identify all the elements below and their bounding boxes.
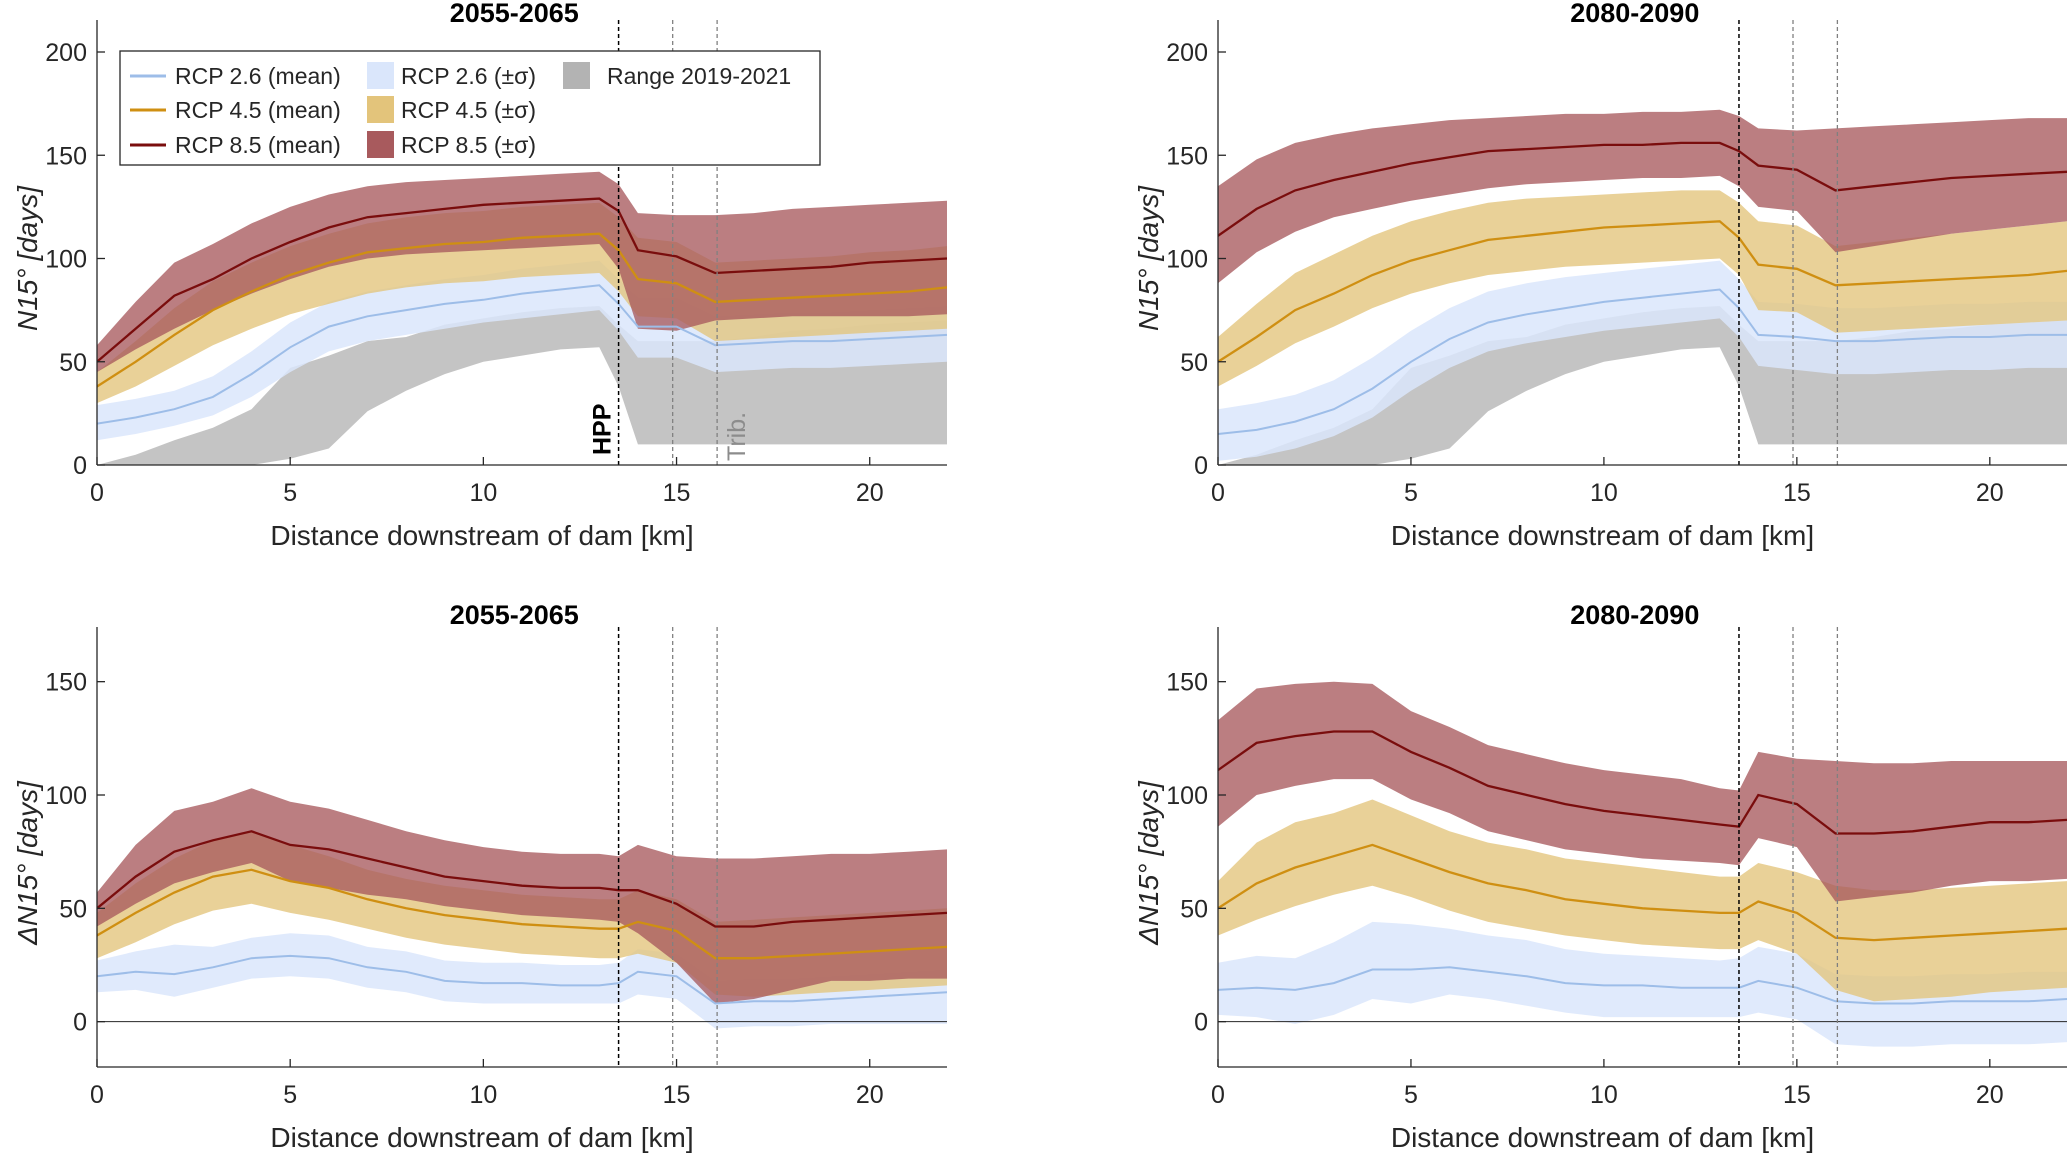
legend-rcp45-sd-swatch [367, 96, 394, 123]
x-tick-label: 15 [1783, 479, 1811, 507]
legend-range-label: Range 2019-2021 [607, 63, 791, 89]
legend-rcp26-mean-label: RCP 2.6 (mean) [175, 63, 341, 89]
x-tick-label: 15 [1783, 1081, 1811, 1109]
rcp85-sd-band [97, 171, 947, 373]
x-tick-label: 0 [90, 1081, 104, 1109]
x-tick-label: 20 [856, 479, 884, 507]
x-tick-label: 10 [469, 1081, 497, 1109]
y-tick-label: 0 [73, 1009, 87, 1037]
rcp26-mean-line [1218, 288, 2067, 435]
y-tick-label: 150 [1166, 142, 1208, 170]
rcp85-sd-band [1218, 681, 2067, 902]
hpp-annotation: HPP [589, 404, 617, 455]
rcp45-mean-line [1218, 220, 2067, 363]
chart-panel-4: 0 5 10 15 20 0 50 100 150 Distance downstream of … [1133, 600, 2067, 1153]
y-tick-label: 150 [45, 669, 87, 697]
rcp85-sd-band [97, 788, 947, 1004]
rcp26-sd-band [1218, 921, 2067, 1047]
rcp85-mean-line [1218, 141, 2067, 237]
x-tick-label: 0 [90, 479, 104, 507]
y-tick-label: 100 [1166, 782, 1208, 810]
y-tick-label: 100 [45, 246, 87, 274]
y-tick-label: 150 [45, 142, 87, 170]
plot-area [1218, 109, 2067, 465]
legend: RCP 2.6 (mean) RCP 4.5 (mean) RCP 8.5 (m… [119, 50, 821, 166]
rcp45-mean-line [97, 232, 947, 388]
rcp26-mean-line [1218, 966, 2067, 1005]
legend-rcp45-sd-label: RCP 4.5 (±σ) [401, 97, 536, 123]
tributary-annotation: Trib. [723, 412, 751, 461]
legend-rcp85-sd-label: RCP 8.5 (±σ) [401, 132, 536, 158]
rcp26-sd-band [97, 260, 947, 441]
x-tick-label: 20 [1976, 1081, 2004, 1109]
legend-rcp26-sd-swatch [367, 62, 394, 89]
x-tick-label: 0 [1211, 479, 1225, 507]
plot-area [97, 788, 947, 1029]
legend-box [119, 50, 821, 166]
rcp85-mean-line [97, 197, 947, 363]
x-tick-label: 0 [1211, 1081, 1225, 1109]
x-tick-label: 20 [856, 1081, 884, 1109]
x-tick-label: 10 [469, 479, 497, 507]
y-tick-label: 0 [73, 452, 87, 480]
y-tick-label: 50 [59, 895, 87, 923]
rcp26-mean-line [97, 284, 947, 425]
x-axis-label: Distance downstream of dam [km] [270, 520, 693, 551]
x-tick-label: 5 [1404, 1081, 1418, 1109]
y-tick-label: 200 [1166, 39, 1208, 67]
y-tick-label: 50 [1180, 895, 1208, 923]
rcp85-sd-band [1218, 109, 2067, 284]
rcp45-sd-band [1218, 799, 2067, 1002]
x-tick-label: 5 [1404, 479, 1418, 507]
y-axis-label: ΔN15° [days] [12, 780, 43, 946]
x-tick-label: 5 [283, 479, 297, 507]
y-tick-label: 100 [1166, 246, 1208, 274]
plot-area [97, 171, 947, 465]
x-tick-label: 20 [1976, 479, 2004, 507]
y-tick-label: 50 [59, 349, 87, 377]
rcp45-sd-band [1218, 190, 2067, 387]
y-tick-label: 200 [45, 39, 87, 67]
panel-title: 2055-2065 [450, 600, 579, 630]
rcp85-mean-line [1218, 730, 2067, 835]
y-axis-label: N15° [days] [1133, 185, 1164, 331]
legend-rcp45-mean-label: RCP 4.5 (mean) [175, 97, 341, 123]
y-tick-label: 0 [1194, 452, 1208, 480]
y-tick-label: 0 [1194, 1009, 1208, 1037]
panel-title: 2055-2065 [450, 0, 579, 28]
rcp45-mean-line [97, 868, 947, 960]
legend-range-swatch [563, 62, 590, 89]
plot-area [1218, 681, 2067, 1047]
y-tick-label: 50 [1180, 349, 1208, 377]
x-tick-label: 10 [1590, 479, 1618, 507]
x-tick-label: 15 [663, 479, 691, 507]
y-tick-label: 100 [45, 782, 87, 810]
x-tick-label: 10 [1590, 1081, 1618, 1109]
legend-rcp85-sd-swatch [367, 131, 394, 158]
panel-title: 2080-2090 [1570, 600, 1699, 630]
y-axis-label: N15° [days] [12, 185, 43, 331]
panel-title: 2080-2090 [1570, 0, 1699, 28]
chart-panel-3: 0 5 10 15 20 0 50 100 150 Distance downstream of … [12, 600, 947, 1153]
y-axis-label: ΔN15° [days] [1133, 780, 1164, 946]
legend-rcp85-mean-label: RCP 8.5 (mean) [175, 132, 341, 158]
x-tick-label: 15 [663, 1081, 691, 1109]
x-tick-label: 5 [283, 1081, 297, 1109]
legend-rcp26-sd-label: RCP 2.6 (±σ) [401, 63, 536, 89]
x-axis-label: Distance downstream of dam [km] [270, 1122, 693, 1153]
rcp85-mean-line [97, 830, 947, 928]
x-axis-label: Distance downstream of dam [km] [1391, 1122, 1814, 1153]
y-tick-label: 150 [1166, 669, 1208, 697]
rcp26-mean-line [97, 954, 947, 1005]
rcp45-mean-line [1218, 843, 2067, 942]
x-axis-label: Distance downstream of dam [km] [1391, 520, 1814, 551]
